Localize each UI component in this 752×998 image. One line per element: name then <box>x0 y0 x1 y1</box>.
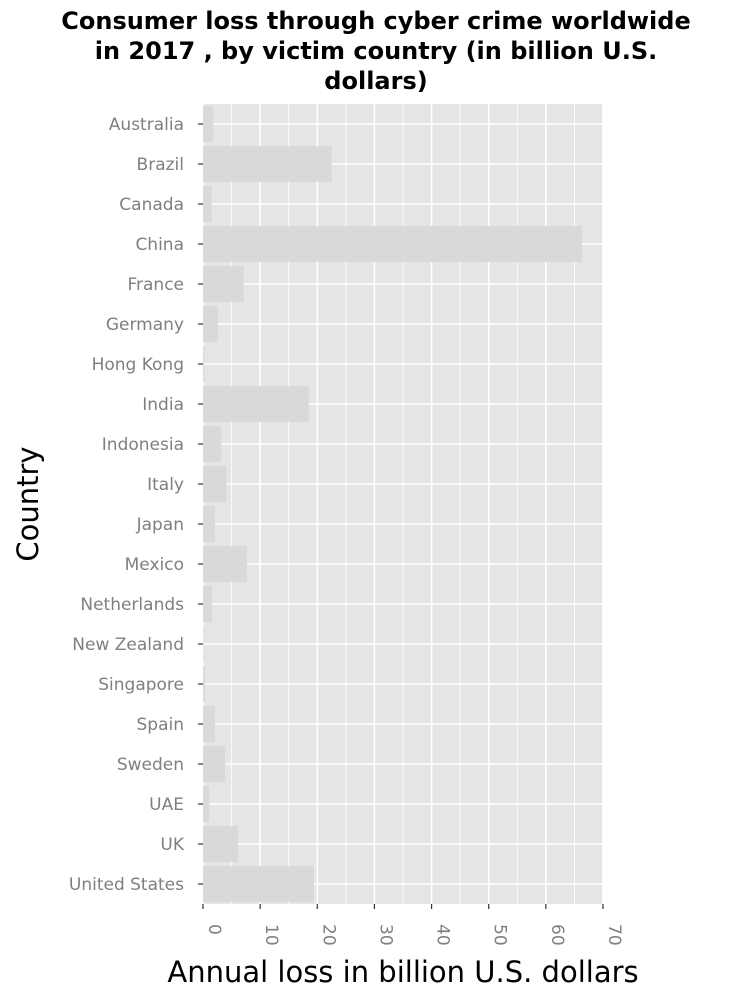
y-tick-label: United States <box>69 875 184 895</box>
bar-uk <box>203 826 238 862</box>
bar-japan <box>203 506 215 542</box>
bar-indonesia <box>203 426 222 462</box>
chart-title-line: dollars) <box>324 67 428 95</box>
x-tick-label: 20 <box>318 924 338 946</box>
bar-germany <box>203 306 218 342</box>
x-tick-label: 40 <box>433 924 453 946</box>
y-tick-label: Indonesia <box>102 435 184 455</box>
bars <box>203 106 582 902</box>
bar-mexico <box>203 546 247 582</box>
y-tick-label: China <box>135 235 184 255</box>
y-tick-label: Singapore <box>98 675 184 695</box>
y-tick-label: UK <box>160 835 184 855</box>
y-tick-label: UAE <box>149 795 184 815</box>
bar-australia <box>203 106 214 142</box>
x-axis: 0 10 20 30 40 50 60 70 <box>202 904 624 946</box>
bar-india <box>203 386 309 422</box>
y-tick-label: Hong Kong <box>92 355 184 375</box>
x-tick-label: 60 <box>547 924 567 946</box>
y-tick-label: New Zealand <box>72 635 184 655</box>
bar-uae <box>203 786 210 822</box>
y-tick-label: Brazil <box>137 155 184 175</box>
chart-title-line: in 2017 , by victim country (in billion … <box>94 37 658 65</box>
major-gridlines <box>202 104 604 904</box>
bar-hong-kong <box>203 346 205 382</box>
y-tick-label: Canada <box>119 195 184 215</box>
y-tick-label: France <box>127 275 184 295</box>
bar-brazil <box>203 146 332 182</box>
x-axis-title: Annual loss in billion U.S. dollars <box>167 955 638 989</box>
bar-new-zealand <box>203 626 204 662</box>
y-tick-label: Spain <box>137 715 185 735</box>
y-tick-label: Australia <box>109 115 184 135</box>
y-axis-title: Country <box>11 446 45 561</box>
x-tick-label: 70 <box>604 924 624 946</box>
bar-canada <box>203 186 212 222</box>
y-tick-label: India <box>142 395 184 415</box>
chart-title-line: Consumer loss through cyber crime worldw… <box>61 7 691 35</box>
x-tick-label: 50 <box>490 924 510 946</box>
bar-sweden <box>203 746 226 782</box>
y-tick-label: Germany <box>106 315 184 335</box>
x-tick-label: 30 <box>375 924 395 946</box>
y-tick-label: Italy <box>147 475 184 495</box>
y-tick-label: Netherlands <box>80 595 184 615</box>
x-tick-label: 0 <box>204 924 224 935</box>
x-tick-label: 10 <box>261 924 281 946</box>
bar-singapore <box>203 666 205 702</box>
y-tick-label: Mexico <box>125 555 184 575</box>
bar-china <box>203 226 582 262</box>
chart-title: Consumer loss through cyber crime worldw… <box>0 6 752 96</box>
bar-netherlands <box>203 586 213 622</box>
bar-united-states <box>203 866 314 902</box>
bar-spain <box>203 706 215 742</box>
y-tick-label: Sweden <box>117 755 184 775</box>
bar-italy <box>203 466 227 502</box>
y-tick-label: Japan <box>136 515 184 535</box>
bar-france <box>203 266 244 302</box>
y-axis: Australia Brazil Canada China France Germany H… <box>69 115 203 895</box>
